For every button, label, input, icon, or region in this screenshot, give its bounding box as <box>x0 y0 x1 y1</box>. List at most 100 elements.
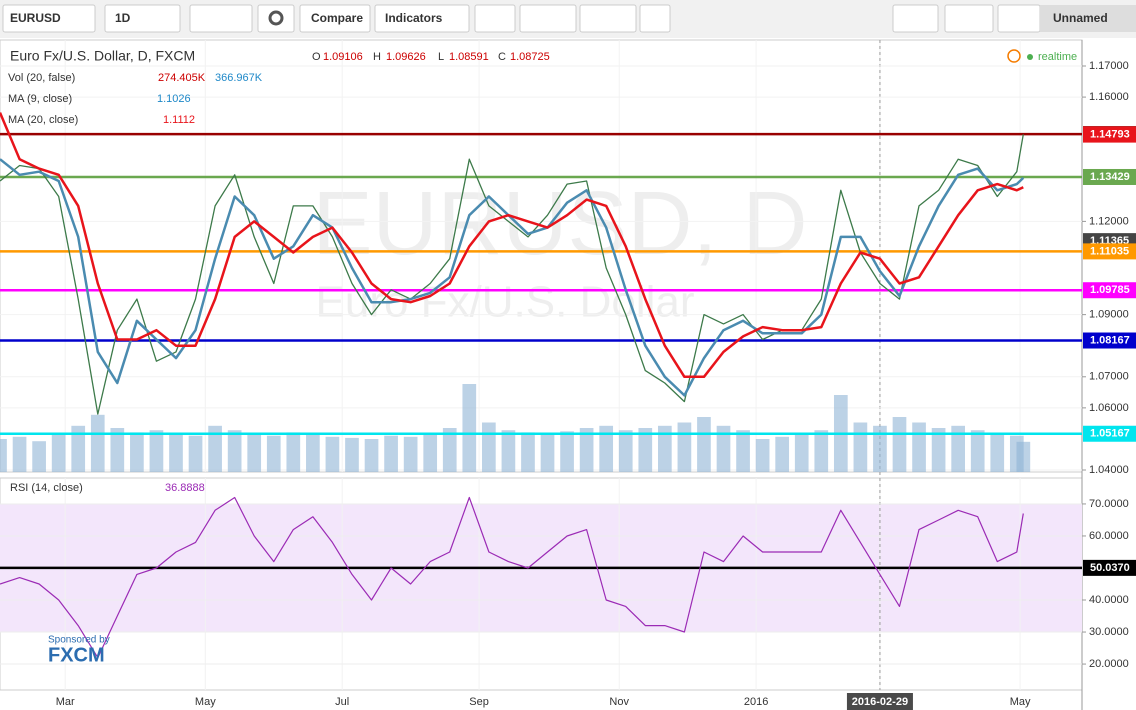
level-label: 1.09785 <box>1090 284 1130 296</box>
y-tick-label: 1.04000 <box>1089 464 1129 476</box>
chart-style[interactable] <box>189 4 253 33</box>
volume-bar <box>521 432 535 472</box>
level-label-bg <box>1083 332 1136 349</box>
x-tick-label: Jul <box>335 696 349 708</box>
idea-btn[interactable] <box>519 4 577 33</box>
vol-name: Vol (20, false) <box>8 72 75 84</box>
y-tick-label: 1.12000 <box>1089 215 1129 227</box>
volume-bar <box>931 428 946 472</box>
volume-bar <box>423 434 438 472</box>
vol-value: 274.405K <box>158 72 206 84</box>
c-value: 1.08725 <box>510 51 550 63</box>
compare-btn[interactable] <box>299 4 371 33</box>
level-label: 1.14793 <box>1090 129 1130 141</box>
load-btn[interactable] <box>944 4 994 33</box>
volume-bar <box>325 436 340 472</box>
realtime-dot <box>1027 54 1033 60</box>
volume-bar <box>1016 441 1031 472</box>
volume-bar <box>892 417 907 472</box>
y-tick-label: 1.17000 <box>1089 60 1129 72</box>
volume-bar <box>403 436 418 472</box>
l-value: 1.08591 <box>449 51 489 63</box>
indicators[interactable]: Indicators <box>385 11 443 25</box>
ma9-name: MA (9, close) <box>8 93 72 105</box>
volume-bar <box>227 430 242 472</box>
volume-bar <box>814 430 829 472</box>
warning-icon[interactable] <box>1007 49 1021 63</box>
volume-bar <box>12 436 27 472</box>
save-btn[interactable] <box>997 4 1041 33</box>
l-label: L <box>438 51 444 63</box>
watermark-symbol: EURUSD, D <box>312 174 807 274</box>
x-tick-label: May <box>195 696 216 708</box>
rsi-name: RSI (14, close) <box>10 482 83 494</box>
volume-bar <box>0 439 7 472</box>
x-tick-label: Sep <box>469 696 489 708</box>
level-label: 1.11035 <box>1090 245 1129 257</box>
level-label-bg <box>1083 425 1136 442</box>
rsi-line <box>0 496 1024 659</box>
sponsor-brand: FXCM <box>48 644 105 666</box>
volume-bar <box>755 439 770 472</box>
volume-bar <box>912 422 926 472</box>
rsi-level-bg <box>1083 559 1136 576</box>
volume-bar <box>442 428 457 472</box>
level-label-bg <box>1083 243 1136 260</box>
volume-bar <box>384 435 398 472</box>
compare[interactable]: Compare <box>311 11 363 25</box>
x-tick-label: May <box>1010 696 1031 708</box>
y-tick-label: 30.0000 <box>1089 626 1129 638</box>
volume-bar <box>90 414 105 472</box>
level-label: 1.08167 <box>1090 334 1130 346</box>
layout-box[interactable] <box>1040 5 1136 32</box>
volume-bar <box>266 435 281 472</box>
legend: Euro Fx/U.S. Dollar, D, FXCM O 1.09106 H… <box>8 48 1077 667</box>
volume-bar <box>560 431 574 472</box>
vol-ma: 366.967K <box>215 72 263 84</box>
o-value: 1.09106 <box>323 51 363 63</box>
volume-bar <box>501 430 516 472</box>
plot: Mar May Jul Sep Nov 2016 2016-02-29 May 1.17000 1… <box>0 39 1136 710</box>
volume-bar <box>951 425 966 472</box>
level-label-bg <box>1083 168 1136 185</box>
sponsor-label: Sponsored by <box>48 635 110 646</box>
volume-bar <box>990 433 1005 472</box>
c-label: C <box>498 51 506 63</box>
y-tick-label: 60.0000 <box>1089 530 1129 542</box>
watermark: EURUSD, D Euro Fx/U.S. Dollar <box>312 174 807 327</box>
alert-btn[interactable] <box>474 4 516 33</box>
price-line <box>0 112 1024 379</box>
level-label-bg <box>1083 282 1136 299</box>
color-btn[interactable] <box>892 4 939 33</box>
volume-bar <box>638 428 653 472</box>
volume-bar <box>169 434 183 472</box>
volume-bar <box>188 435 203 472</box>
volume-bar <box>677 422 692 472</box>
fullscreen[interactable] <box>639 4 671 33</box>
settings[interactable] <box>257 4 295 33</box>
layout-name[interactable]: Unnamed <box>1053 11 1108 25</box>
x-tick-label: 2016 <box>744 696 768 708</box>
volume-bar <box>599 425 614 472</box>
h-label: H <box>373 51 381 63</box>
volume-bar <box>286 432 301 472</box>
volume-bar <box>130 432 144 472</box>
gear-icon <box>268 10 284 26</box>
symbol-box[interactable] <box>2 4 96 33</box>
volume-bar <box>364 439 379 472</box>
volume-bar <box>32 441 46 472</box>
ma9-value: 1.1026 <box>157 93 191 105</box>
symbol[interactable]: EURUSD <box>10 11 61 25</box>
interval-box[interactable] <box>104 4 181 33</box>
volume-bar <box>853 422 868 472</box>
x-tick-label: 2016-02-29 <box>852 696 908 708</box>
realtime: realtime <box>1038 51 1077 63</box>
volume-bar <box>794 433 809 472</box>
undo-redo[interactable] <box>579 4 637 33</box>
volume-bar <box>306 434 320 472</box>
o-label: O <box>312 51 321 63</box>
indicators-btn[interactable] <box>374 4 470 33</box>
interval[interactable]: 1D <box>115 11 131 25</box>
